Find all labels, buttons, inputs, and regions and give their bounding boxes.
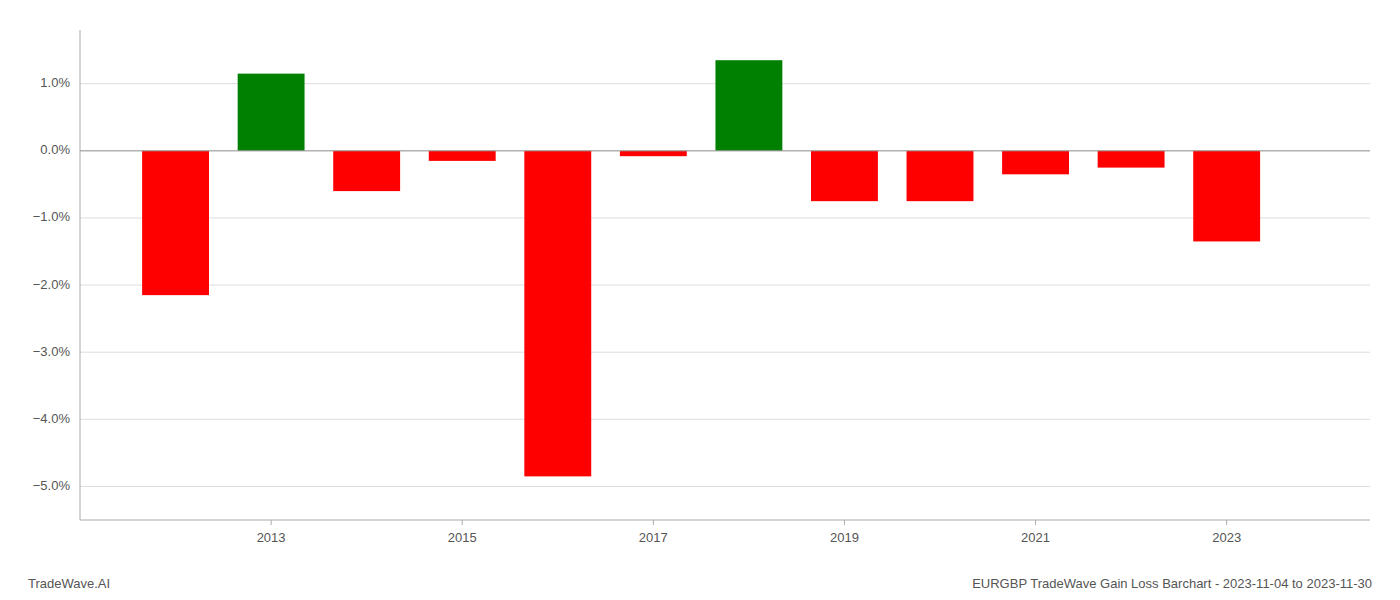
y-tick-label: −3.0% — [33, 344, 71, 359]
x-tick — [1226, 520, 1227, 525]
bars — [142, 60, 1260, 476]
x-tick — [844, 520, 845, 525]
chart-svg: 1.0% 0.0% −1.0% −2.0% −3.0% −4.0% −5.0% 2013 201… — [0, 0, 1400, 600]
x-tick-label: 2021 — [1021, 530, 1050, 545]
y-axis-line — [80, 30, 81, 520]
grid-line — [80, 352, 1370, 353]
x-tick-label: 2015 — [448, 530, 477, 545]
x-tick — [271, 520, 272, 525]
bar — [238, 74, 305, 151]
grid-line — [80, 285, 1370, 286]
y-tick-label: 1.0% — [40, 75, 70, 90]
x-axis-line — [80, 520, 1370, 521]
axes — [80, 30, 1370, 525]
bar — [333, 151, 400, 191]
bar — [715, 60, 782, 151]
y-tick-label: 0.0% — [40, 142, 70, 157]
y-tick-label: −4.0% — [33, 411, 71, 426]
bar — [429, 151, 496, 161]
x-tick — [1035, 520, 1036, 525]
bar — [620, 151, 687, 156]
x-tick — [653, 520, 654, 525]
grid-line — [80, 217, 1370, 218]
bar — [1002, 151, 1069, 174]
grid-line — [80, 486, 1370, 487]
chart-container: 1.0% 0.0% −1.0% −2.0% −3.0% −4.0% −5.0% 2013 201… — [0, 0, 1400, 600]
grid-line — [80, 419, 1370, 420]
bar — [142, 151, 209, 295]
footer-right: EURGBP TradeWave Gain Loss Barchart - 20… — [972, 576, 1372, 591]
bar — [1098, 151, 1165, 168]
footer-left: TradeWave.AI — [28, 576, 110, 591]
x-tick-label: 2013 — [257, 530, 286, 545]
x-tick-label: 2019 — [830, 530, 859, 545]
bar — [524, 151, 591, 477]
y-tick-label: −2.0% — [33, 277, 71, 292]
x-tick-label: 2017 — [639, 530, 668, 545]
bar — [811, 151, 878, 201]
y-tick-label: −5.0% — [33, 478, 71, 493]
zero-line — [80, 150, 1370, 151]
bar — [1193, 151, 1260, 242]
x-tick — [462, 520, 463, 525]
bar — [907, 151, 974, 201]
y-tick-label: −1.0% — [33, 209, 71, 224]
grid-line — [80, 150, 1370, 151]
x-tick-label: 2023 — [1212, 530, 1241, 545]
